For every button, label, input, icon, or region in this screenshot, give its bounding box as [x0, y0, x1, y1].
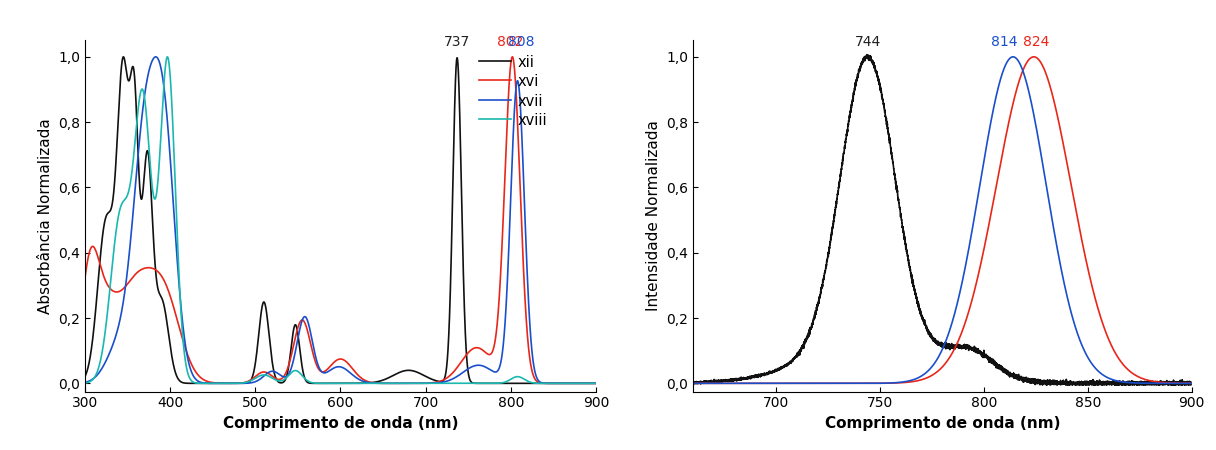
xviii: [585, 381, 599, 386]
xvii: [270, 370, 285, 376]
Text: 824: 824: [1023, 35, 1049, 49]
Text: 744: 744: [855, 35, 880, 49]
xvi: [197, 377, 212, 382]
Text: 802: 802: [496, 35, 523, 49]
xviii: [197, 381, 212, 386]
xvii: [148, 54, 163, 59]
Text: 814: 814: [991, 35, 1018, 49]
xii: [589, 381, 603, 386]
xii: [585, 381, 599, 386]
xvi: [585, 381, 599, 386]
xvi: [199, 378, 214, 384]
xviii: [270, 378, 285, 383]
xii: [117, 54, 131, 59]
Line: xvii: xvii: [85, 57, 596, 383]
X-axis label: Comprimento de onda (nm): Comprimento de onda (nm): [223, 416, 458, 431]
Line: xviii: xviii: [85, 57, 596, 383]
Text: 808: 808: [508, 35, 534, 49]
xvi: [589, 381, 603, 386]
Y-axis label: Absorbância Normalizada: Absorbância Normalizada: [38, 118, 52, 314]
xvi: [505, 54, 519, 59]
xii: [78, 374, 92, 379]
xvii: [197, 380, 212, 386]
xviii: [306, 380, 321, 386]
xviii: [161, 54, 175, 59]
xvi: [78, 274, 92, 280]
Line: xii: xii: [85, 57, 596, 383]
Y-axis label: Intensidade Normalizada: Intensidade Normalizada: [646, 121, 660, 311]
xviii: [199, 381, 214, 386]
xvi: [270, 377, 285, 382]
xvi: [202, 379, 216, 385]
xvii: [199, 381, 214, 386]
xvi: [306, 354, 321, 360]
xvii: [78, 380, 92, 385]
xvii: [306, 347, 321, 352]
Text: 737: 737: [444, 35, 471, 49]
xii: [306, 381, 321, 386]
xii: [270, 378, 285, 384]
xvii: [585, 381, 599, 386]
xvii: [202, 381, 216, 386]
xviii: [78, 380, 92, 386]
Legend: xii, xvi, xvii, xviii: xii, xvi, xvii, xviii: [479, 55, 547, 128]
xviii: [399, 381, 413, 386]
xii: [199, 381, 214, 386]
xii: [197, 381, 212, 386]
xviii: [589, 381, 603, 386]
xviii: [202, 381, 216, 386]
X-axis label: Comprimento de onda (nm): Comprimento de onda (nm): [824, 416, 1060, 431]
xii: [202, 381, 216, 386]
xvii: [589, 381, 603, 386]
Line: xvi: xvi: [85, 57, 596, 383]
